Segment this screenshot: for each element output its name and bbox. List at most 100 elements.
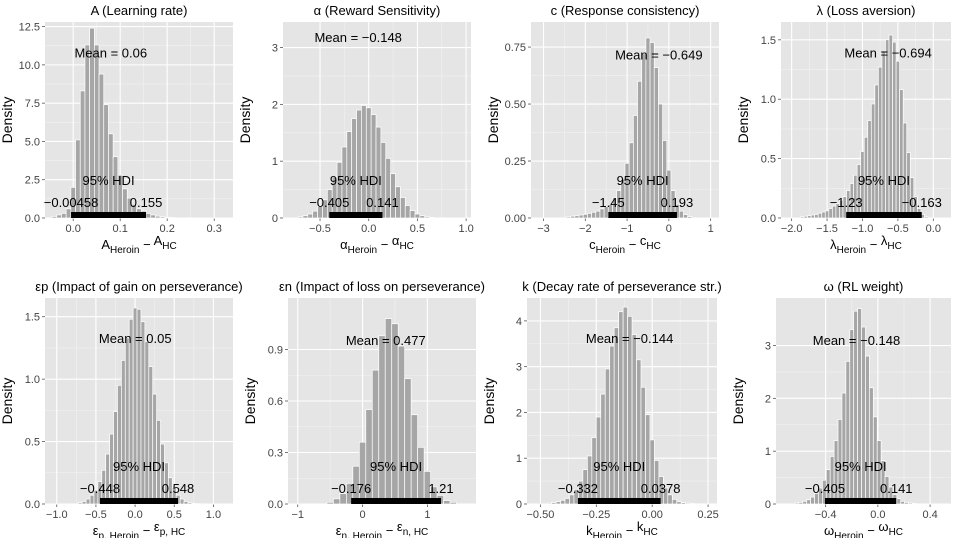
- histogram-bar: [900, 501, 905, 505]
- y-tick-label: 0: [765, 499, 771, 511]
- x-label-subscript: p, Heroin: [99, 531, 140, 538]
- x-label-part: k: [586, 523, 593, 538]
- histogram-bar: [417, 447, 425, 505]
- y-tick-label: 1.0: [761, 94, 776, 106]
- panel-3: −3 −2 −1 0 1 0.00 0.25 0.50 0.75 −1.45 0.193 95% HD…: [485, 3, 719, 256]
- x-label-part: α: [392, 233, 400, 248]
- x-tick-label: 0.2: [160, 223, 175, 235]
- histogram-bar: [678, 210, 684, 219]
- histogram-bar: [821, 211, 826, 219]
- histogram-bar: [351, 118, 357, 219]
- panel-2: −0.5 0.0 0.5 1.0 0 1 2 3 −0.405 0.141 95% HDI Mean …: [237, 3, 474, 256]
- x-label-part: ω: [824, 523, 834, 538]
- x-axis-label: cHeroin − cHC: [589, 233, 661, 256]
- panel-title: A (Learning rate): [91, 3, 188, 18]
- histogram-bar: [419, 215, 426, 219]
- x-tick-label: −2: [579, 223, 592, 235]
- x-label-part: −: [864, 523, 879, 538]
- histogram-bar: [152, 393, 157, 505]
- hdi-low-label: −0.176: [331, 481, 371, 496]
- x-tick-label: 0: [359, 509, 365, 521]
- histogram-bar: [429, 217, 435, 219]
- histogram-bar: [89, 494, 95, 505]
- x-axis-label: εn, Heroin − εn, HC: [336, 519, 429, 538]
- hdi-low-label: −0.332: [558, 481, 598, 496]
- histogram-bar: [633, 115, 638, 219]
- histogram-bar: [65, 208, 72, 219]
- histogram-bar: [613, 327, 619, 505]
- y-axis-label: Density: [0, 378, 15, 425]
- hdi-high-label: 0.193: [661, 195, 694, 210]
- histogram-bar: [892, 41, 897, 219]
- x-label-subscript: Heroin: [348, 245, 377, 256]
- x-tick-label: 1.0: [458, 223, 473, 235]
- panel-5: −1.0 −0.5 0.0 0.5 1.0 0.0 0.5 1.0 1.5 −0.448 0.548…: [0, 279, 243, 538]
- histogram-bar: [867, 120, 872, 219]
- y-axis-label: Density: [735, 97, 751, 144]
- x-label-subscript: Heroin: [834, 531, 863, 538]
- histogram-bar: [128, 318, 134, 505]
- y-tick-label: 1: [272, 156, 278, 168]
- hdi-low-label: −1.45: [592, 195, 625, 210]
- hdi-label: 95% HDI: [858, 173, 910, 188]
- y-tick-label: 0.00: [505, 213, 526, 225]
- histogram-bar: [103, 104, 109, 219]
- histogram-bar: [449, 501, 457, 505]
- histogram-bar: [912, 503, 917, 505]
- histogram-bar: [641, 53, 647, 219]
- x-tick-label: 0.5: [167, 509, 182, 521]
- mean-label: Mean = −0.649: [615, 47, 702, 62]
- histogram-bar: [676, 501, 682, 505]
- x-label-subscript: HC: [399, 241, 413, 252]
- x-tick-label: 0.5: [410, 223, 425, 235]
- y-tick-label: 0: [272, 213, 278, 225]
- x-tick-label: 0: [666, 223, 672, 235]
- x-tick-label: 0.0: [870, 509, 885, 521]
- histogram-bar: [145, 213, 152, 219]
- hdi-high-label: 0.141: [880, 481, 913, 496]
- histogram-bar: [391, 323, 399, 505]
- histogram-bar: [312, 210, 318, 219]
- histogram-bar: [888, 34, 893, 219]
- x-label-part: ω: [878, 519, 888, 534]
- x-label-part: c: [640, 233, 647, 248]
- hdi-low-label: −1.23: [830, 195, 863, 210]
- histogram-bar: [802, 501, 808, 505]
- hdi-label: 95% HDI: [330, 173, 382, 188]
- hdi-high-label: 0.548: [162, 481, 195, 496]
- histogram-bar: [637, 80, 643, 219]
- x-tick-label: 0.1: [113, 223, 128, 235]
- histogram-bar: [302, 215, 309, 219]
- histogram-bar: [587, 455, 593, 505]
- panel-4: −2.0 −1.5 −1.0 −0.5 0.0 0.0 0.5 1.0 1.5 −1.23 −0.1…: [735, 3, 951, 256]
- histogram-bar: [191, 503, 197, 505]
- x-tick-label: 0.0: [66, 223, 81, 235]
- histogram-bar: [591, 211, 597, 219]
- x-tick-label: 0.25: [697, 509, 718, 521]
- histogram-bar: [895, 60, 900, 219]
- x-label-subscript: HC: [646, 241, 660, 252]
- x-label-part: A: [101, 237, 110, 252]
- histogram-bar: [845, 361, 851, 505]
- x-label-part: λ: [830, 237, 837, 252]
- x-tick-label: −1.5: [816, 223, 838, 235]
- x-tick-label: −1: [291, 509, 304, 521]
- histogram-bar: [404, 205, 411, 219]
- mean-label: Mean = −0.148: [314, 30, 401, 45]
- y-tick-label: 1.5: [761, 35, 776, 47]
- histogram-bar: [297, 216, 304, 219]
- histogram-bar: [569, 494, 575, 505]
- x-axis-label: ωHeroin − ωHC: [824, 519, 903, 538]
- histogram-bar: [849, 329, 855, 505]
- x-tick-label: −3: [537, 223, 550, 235]
- x-axis-label: λHeroin − λHC: [830, 233, 902, 256]
- x-tick-label: −0.5: [309, 223, 331, 235]
- histogram-bar: [870, 103, 876, 219]
- histogram-bar: [144, 341, 150, 505]
- x-tick-label: 1: [708, 223, 714, 235]
- hdi-label: 95% HDI: [113, 459, 165, 474]
- histogram-bar: [874, 84, 879, 219]
- histogram-bar: [81, 501, 87, 505]
- x-label-part: k: [637, 519, 644, 534]
